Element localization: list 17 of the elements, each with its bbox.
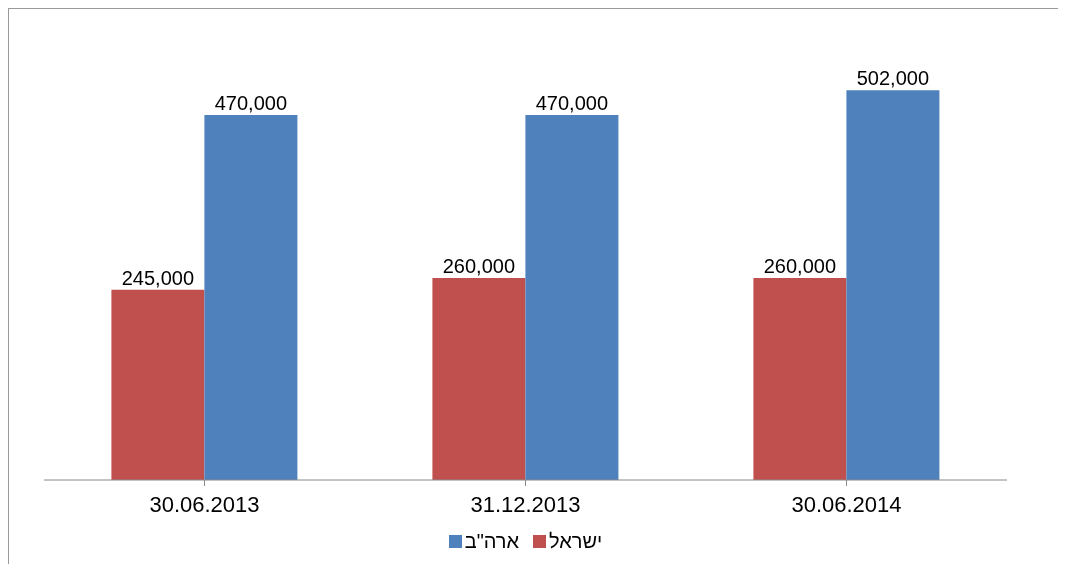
bar [204, 115, 298, 480]
bar [753, 278, 847, 480]
data-label: 502,000 [856, 67, 930, 90]
legend-label: ארה"ב [464, 530, 520, 553]
x-tick-label: 30.06.2013 [149, 491, 260, 517]
data-label: 470,000 [535, 92, 609, 115]
bar [525, 115, 619, 480]
legend-label: ישראל [549, 530, 603, 553]
data-label: 260,000 [763, 255, 837, 278]
data-label: 470,000 [214, 92, 288, 115]
data-label: 260,000 [442, 255, 516, 278]
x-tick-label: 31.12.2013 [470, 491, 581, 517]
x-tick-label: 30.06.2014 [791, 491, 902, 517]
bar [846, 90, 940, 480]
bar [111, 289, 205, 480]
data-label: 245,000 [121, 266, 195, 289]
bar [432, 278, 526, 480]
